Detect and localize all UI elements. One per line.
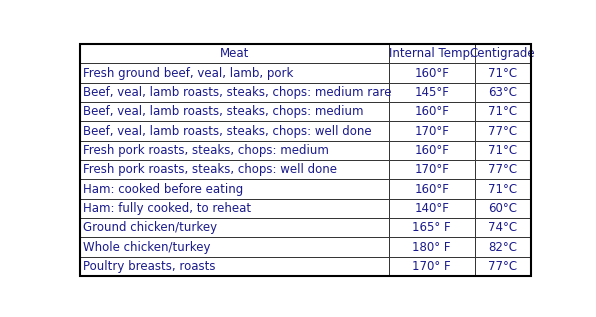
Bar: [80, 160, 389, 179]
Bar: [389, 218, 474, 237]
Bar: [389, 160, 474, 179]
Bar: [80, 102, 389, 121]
Bar: [389, 121, 474, 141]
Text: Ham: fully cooked, to reheat: Ham: fully cooked, to reheat: [83, 202, 251, 215]
Text: Whole chicken/turkey: Whole chicken/turkey: [83, 241, 210, 254]
Bar: [80, 83, 389, 102]
Text: Ground chicken/turkey: Ground chicken/turkey: [83, 221, 217, 234]
Text: Meat: Meat: [220, 47, 249, 60]
Bar: [389, 102, 474, 121]
Text: Beef, veal, lamb roasts, steaks, chops: well done: Beef, veal, lamb roasts, steaks, chops: …: [83, 125, 371, 138]
Text: 74°C: 74°C: [488, 221, 517, 234]
Bar: [389, 257, 474, 276]
Text: 170°F: 170°F: [414, 163, 449, 176]
Text: 77°C: 77°C: [488, 163, 517, 176]
Bar: [389, 63, 474, 83]
Text: 71°C: 71°C: [488, 144, 517, 157]
Bar: [80, 257, 389, 276]
Text: Internal Temp.: Internal Temp.: [389, 47, 474, 60]
Bar: [389, 237, 474, 257]
Bar: [389, 179, 474, 199]
Text: Beef, veal, lamb roasts, steaks, chops: medium: Beef, veal, lamb roasts, steaks, chops: …: [83, 105, 364, 118]
Bar: [80, 121, 389, 141]
Text: Poultry breasts, roasts: Poultry breasts, roasts: [83, 260, 215, 273]
Bar: [389, 83, 474, 102]
Bar: [474, 102, 531, 121]
Text: Fresh ground beef, veal, lamb, pork: Fresh ground beef, veal, lamb, pork: [83, 67, 293, 80]
Bar: [474, 121, 531, 141]
Bar: [80, 141, 389, 160]
Bar: [474, 160, 531, 179]
Text: 170°F: 170°F: [414, 125, 449, 138]
Text: 145°F: 145°F: [414, 86, 449, 99]
Bar: [389, 141, 474, 160]
Bar: [474, 199, 531, 218]
Text: 165° F: 165° F: [412, 221, 451, 234]
Text: 77°C: 77°C: [488, 260, 517, 273]
Text: Ham: cooked before eating: Ham: cooked before eating: [83, 183, 243, 196]
Text: 160°F: 160°F: [414, 105, 449, 118]
Text: 160°F: 160°F: [414, 183, 449, 196]
Bar: [474, 63, 531, 83]
Text: 71°C: 71°C: [488, 67, 517, 80]
Text: Centigrade: Centigrade: [470, 47, 535, 60]
Text: 160°F: 160°F: [414, 144, 449, 157]
Text: 71°C: 71°C: [488, 105, 517, 118]
Text: 71°C: 71°C: [488, 183, 517, 196]
Bar: [474, 179, 531, 199]
Text: 160°F: 160°F: [414, 67, 449, 80]
Text: 180° F: 180° F: [412, 241, 451, 254]
Text: 170° F: 170° F: [412, 260, 451, 273]
Bar: [80, 199, 389, 218]
Bar: [80, 63, 389, 83]
Text: 140°F: 140°F: [414, 202, 449, 215]
Bar: [80, 237, 389, 257]
Bar: [474, 141, 531, 160]
Bar: [474, 218, 531, 237]
Bar: [474, 44, 531, 63]
Bar: [474, 237, 531, 257]
Bar: [80, 218, 389, 237]
Text: 60°C: 60°C: [488, 202, 517, 215]
Bar: [389, 44, 474, 63]
Text: 63°C: 63°C: [488, 86, 517, 99]
Text: 77°C: 77°C: [488, 125, 517, 138]
Bar: [474, 257, 531, 276]
Text: Fresh pork roasts, steaks, chops: medium: Fresh pork roasts, steaks, chops: medium: [83, 144, 328, 157]
Text: Fresh pork roasts, steaks, chops: well done: Fresh pork roasts, steaks, chops: well d…: [83, 163, 337, 176]
Bar: [80, 179, 389, 199]
Bar: [389, 199, 474, 218]
Bar: [474, 83, 531, 102]
Text: 82°C: 82°C: [488, 241, 517, 254]
Bar: [80, 44, 389, 63]
Text: Beef, veal, lamb roasts, steaks, chops: medium rare: Beef, veal, lamb roasts, steaks, chops: …: [83, 86, 392, 99]
